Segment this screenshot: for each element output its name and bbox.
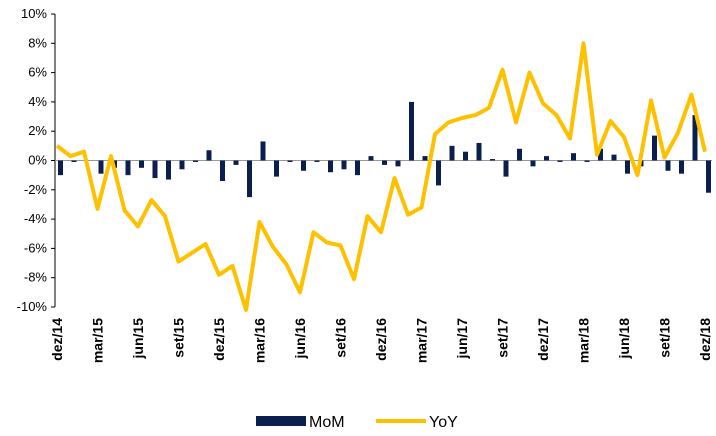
x-tick-label: jun/18 xyxy=(616,318,632,360)
y-tick-label: 8% xyxy=(28,35,47,50)
bar xyxy=(166,160,171,180)
x-tick-label: mar/17 xyxy=(414,318,430,363)
y-tick-label: 6% xyxy=(28,65,47,80)
x-tick-label: dez/17 xyxy=(535,318,551,361)
bar xyxy=(611,154,617,161)
bar xyxy=(355,160,360,176)
bar xyxy=(274,160,279,177)
bar xyxy=(382,160,387,165)
bar xyxy=(220,160,225,182)
bar xyxy=(233,160,239,165)
x-tick-label: set/18 xyxy=(657,318,673,358)
bar xyxy=(287,160,293,162)
bar xyxy=(368,156,374,161)
y-tick-label: 4% xyxy=(28,94,47,109)
bar xyxy=(328,160,333,173)
x-tick-label: mar/15 xyxy=(90,318,106,363)
bar xyxy=(679,160,684,174)
y-tick-label: 0% xyxy=(28,153,47,168)
x-tick-label: set/17 xyxy=(495,318,511,358)
line xyxy=(55,41,707,312)
bar xyxy=(530,160,536,167)
bar xyxy=(71,160,77,162)
bar xyxy=(260,141,266,161)
bar xyxy=(490,159,495,161)
x-tick-label: jun/17 xyxy=(454,318,470,360)
bar xyxy=(139,160,144,168)
bar xyxy=(436,160,441,186)
bar xyxy=(652,135,657,161)
bar xyxy=(206,150,212,161)
bar xyxy=(409,101,414,161)
bar xyxy=(301,160,306,171)
bar xyxy=(152,160,158,179)
bar xyxy=(598,148,603,161)
legend-swatch xyxy=(256,416,306,426)
y-tick-label: 10% xyxy=(21,6,47,21)
bar xyxy=(557,160,563,162)
x-tick-label: dez/15 xyxy=(211,318,227,361)
x-tick-label: jun/16 xyxy=(292,318,308,360)
bar xyxy=(665,160,671,171)
bar xyxy=(463,151,468,161)
bar xyxy=(179,160,185,170)
bar xyxy=(503,160,509,177)
bar xyxy=(571,153,576,161)
x-tick-label: mar/18 xyxy=(576,318,592,363)
y-tick-label: -6% xyxy=(24,240,48,255)
bar xyxy=(125,160,131,176)
y-tick-label: -4% xyxy=(24,211,48,226)
bar xyxy=(692,115,698,161)
y-tick-label: -2% xyxy=(24,182,48,197)
bar xyxy=(517,148,522,161)
bar xyxy=(58,160,63,176)
bar xyxy=(314,160,320,162)
y-tick-label: -10% xyxy=(17,299,48,314)
x-tick-label: dez/18 xyxy=(697,318,713,361)
bar xyxy=(422,156,428,161)
x-tick-label: jun/15 xyxy=(130,318,146,360)
bar xyxy=(706,160,711,193)
bar xyxy=(584,160,590,162)
bar xyxy=(193,160,198,162)
bar xyxy=(625,160,630,174)
legend-label: MoM xyxy=(309,414,345,431)
x-tick-label: set/16 xyxy=(333,318,349,358)
x-tick-label: dez/16 xyxy=(373,318,389,361)
bar xyxy=(449,145,455,161)
bar xyxy=(341,160,347,170)
x-tick-label: set/15 xyxy=(171,318,187,358)
y-tick-label: 2% xyxy=(28,123,47,138)
y-tick-label: -8% xyxy=(24,270,48,285)
bar xyxy=(98,160,104,174)
legend-label: YoY xyxy=(429,414,458,431)
x-tick-label: mar/16 xyxy=(252,318,268,363)
bar xyxy=(476,142,482,161)
x-tick-label: dez/14 xyxy=(49,318,65,361)
bar xyxy=(395,160,401,167)
bar xyxy=(247,160,252,198)
bar xyxy=(544,156,549,161)
